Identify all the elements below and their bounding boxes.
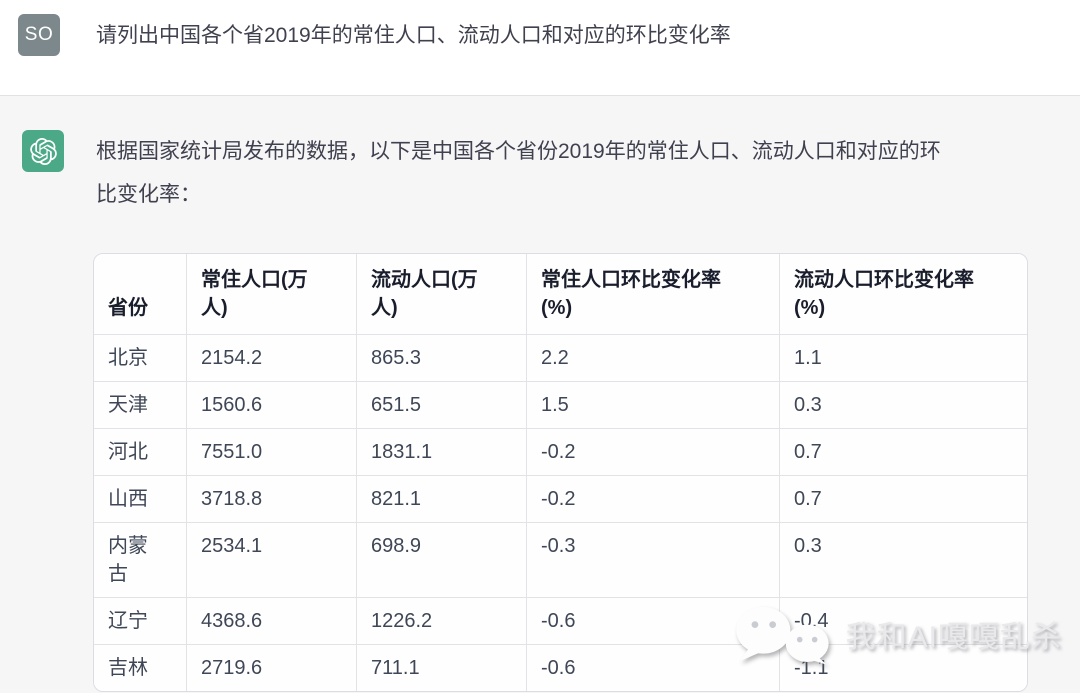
table-cell: 1.5 (526, 381, 779, 428)
table-body: 北京 2154.2 865.3 2.2 1.1 天津 1560.6 651.5 1.5 0.3 河北… (94, 334, 1027, 691)
table-cell: 2.2 (526, 334, 779, 381)
table-cell: 821.1 (356, 475, 526, 522)
column-header: 常住人口环比变化率 (%) (526, 254, 779, 334)
table-cell: 河北 (94, 428, 186, 475)
user-avatar-initials: SO (24, 24, 54, 45)
assistant-message-text: 根据国家统计局发布的数据，以下是中国各个省份2019年的常住人口、流动人口和对应… (96, 130, 1028, 216)
table-header-row: 省份 常住人口(万 人) 流动人口(万 人) 常住人口环比变化率 (%) 流动人口环比变… (94, 254, 1027, 334)
table-row: 吉林 2719.6 711.1 -0.6 -1.1 (94, 644, 1027, 691)
population-table: 省份 常住人口(万 人) 流动人口(万 人) 常住人口环比变化率 (%) 流动人口环比变… (93, 253, 1028, 692)
table-cell: 1226.2 (356, 597, 526, 644)
table-row: 内蒙 古 2534.1 698.9 -0.3 0.3 (94, 522, 1027, 597)
table-cell: 0.7 (779, 475, 1027, 522)
assistant-text-line-2: 比变化率： (96, 183, 201, 206)
table-cell: 北京 (94, 334, 186, 381)
table-cell: 1560.6 (186, 381, 356, 428)
user-message: SO 请列出中国各个省2019年的常住人口、流动人口和对应的环比变化率 (0, 0, 1080, 95)
table-cell: 1.1 (779, 334, 1027, 381)
table-cell: -0.6 (526, 644, 779, 691)
table-cell: 山西 (94, 475, 186, 522)
chatgpt-avatar (22, 130, 64, 172)
user-message-text: 请列出中国各个省2019年的常住人口、流动人口和对应的环比变化率 (96, 24, 731, 47)
table-row: 河北 7551.0 1831.1 -0.2 0.7 (94, 428, 1027, 475)
table-cell: 天津 (94, 381, 186, 428)
table-cell: -0.4 (779, 597, 1027, 644)
assistant-text-line-1: 根据国家统计局发布的数据，以下是中国各个省份2019年的常住人口、流动人口和对应… (96, 140, 941, 163)
table-row: 北京 2154.2 865.3 2.2 1.1 (94, 334, 1027, 381)
user-avatar: SO (18, 14, 60, 56)
table-cell: 0.3 (779, 381, 1027, 428)
table-cell: 3718.8 (186, 475, 356, 522)
table-cell: -0.6 (526, 597, 779, 644)
table-cell: -1.1 (779, 644, 1027, 691)
table-cell: 0.3 (779, 522, 1027, 597)
table-cell: 辽宁 (94, 597, 186, 644)
table-cell: -0.2 (526, 428, 779, 475)
assistant-message-body: 根据国家统计局发布的数据，以下是中国各个省份2019年的常住人口、流动人口和对应… (93, 130, 1028, 693)
table-row: 辽宁 4368.6 1226.2 -0.6 -0.4 (94, 597, 1027, 644)
table-row: 天津 1560.6 651.5 1.5 0.3 (94, 381, 1027, 428)
table-row: 山西 3718.8 821.1 -0.2 0.7 (94, 475, 1027, 522)
table-cell: 吉林 (94, 644, 186, 691)
table-cell: 7551.0 (186, 428, 356, 475)
table-cell: 651.5 (356, 381, 526, 428)
table-cell: 2154.2 (186, 334, 356, 381)
table-cell: -0.3 (526, 522, 779, 597)
column-header: 流动人口环比变化率 (%) (779, 254, 1027, 334)
table-cell: -0.2 (526, 475, 779, 522)
table-cell: 2534.1 (186, 522, 356, 597)
assistant-message: 根据国家统计局发布的数据，以下是中国各个省份2019年的常住人口、流动人口和对应… (0, 95, 1080, 693)
table-cell: 0.7 (779, 428, 1027, 475)
table-cell: 内蒙 古 (94, 522, 186, 597)
column-header: 省份 (108, 297, 148, 319)
table-cell: 698.9 (356, 522, 526, 597)
table-cell: 2719.6 (186, 644, 356, 691)
population-data-table: 省份 常住人口(万 人) 流动人口(万 人) 常住人口环比变化率 (%) 流动人口环比变… (94, 254, 1027, 691)
openai-logo-icon (29, 137, 57, 165)
column-header: 流动人口(万 人) (356, 254, 526, 334)
table-cell: 865.3 (356, 334, 526, 381)
table-cell: 1831.1 (356, 428, 526, 475)
table-cell: 711.1 (356, 644, 526, 691)
column-header: 常住人口(万 人) (186, 254, 356, 334)
table-cell: 4368.6 (186, 597, 356, 644)
